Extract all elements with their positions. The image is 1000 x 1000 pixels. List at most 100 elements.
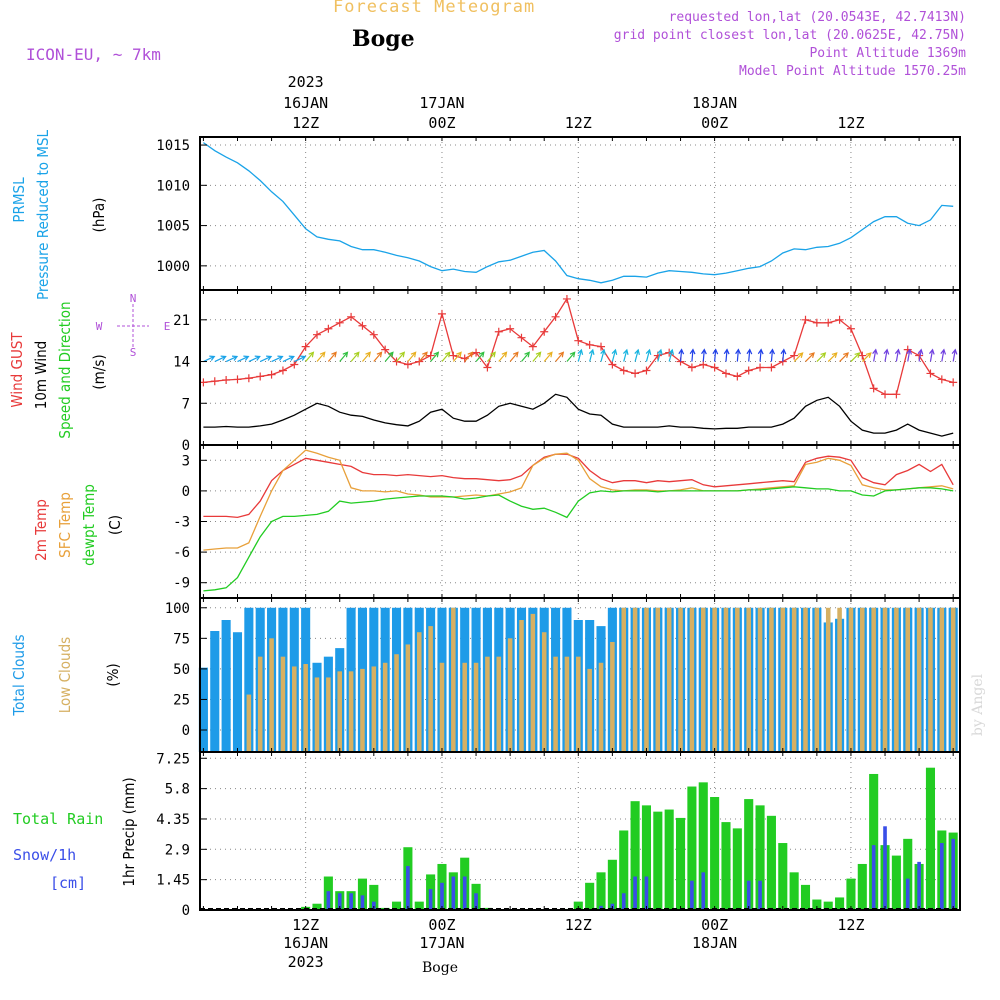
low-cloud-bar <box>576 656 581 752</box>
wind-arrow-head <box>797 352 804 359</box>
temp-y-tick-label: 3 <box>182 453 190 469</box>
low-cloud-bar <box>257 656 263 752</box>
wind-speed-line <box>203 393 954 437</box>
low-cloud-bar <box>326 677 331 752</box>
gust-marker <box>403 360 412 369</box>
low-cloud-bar <box>416 632 422 752</box>
clouds-y-tick-label: 75 <box>173 631 190 647</box>
wind-direction-arrow <box>941 349 945 362</box>
data-lines <box>199 142 958 592</box>
clouds-unit: (%) <box>104 663 122 686</box>
wind-direction-arrow <box>225 355 238 363</box>
gust-marker <box>619 366 628 375</box>
wind-direction-arrow <box>907 349 911 362</box>
wind-arrow-head <box>917 348 924 355</box>
wind-arrow-head <box>209 355 216 361</box>
rain-bar <box>573 901 583 910</box>
total-cloud-bar <box>198 667 208 752</box>
wind-direction-label: Speed and Direction <box>56 301 74 438</box>
low-cloud-bar <box>780 607 786 752</box>
precip-y-tick-label: 1.45 <box>156 873 190 889</box>
rain-bar <box>687 786 697 910</box>
wind-arrow-head <box>422 351 428 358</box>
gust-marker <box>551 312 560 321</box>
snow-bar <box>746 880 751 910</box>
wind-arrow-head <box>231 355 239 361</box>
low-cloud-bar <box>700 607 706 752</box>
wind-arrow-head <box>940 348 947 355</box>
wind-arrow-head <box>634 348 640 355</box>
snow-bar <box>462 876 467 910</box>
wind-arrow-head <box>689 348 696 355</box>
wind-arrow-head <box>220 355 227 361</box>
wind-arrow-head <box>558 351 565 358</box>
low-cloud-bar <box>371 666 377 752</box>
rain-bar <box>812 899 822 910</box>
snow-bar <box>644 876 649 910</box>
gust-marker <box>790 351 799 360</box>
rain-bar <box>925 767 936 910</box>
gust-marker <box>756 363 765 372</box>
gust-marker <box>210 377 219 386</box>
top-time-label: 12Z <box>565 114 592 132</box>
wind-arrow-head <box>831 352 838 359</box>
rain-bar <box>630 801 640 910</box>
wind-arrow-head <box>906 348 912 355</box>
wind-arrow-head <box>854 352 861 359</box>
wind-direction-arrow <box>623 349 628 362</box>
wind-direction-arrow <box>600 349 605 362</box>
compass-w: W <box>96 320 103 333</box>
temp-2m-label: 2m Temp <box>32 499 50 561</box>
gust-marker <box>278 366 287 375</box>
wind-arrow-head <box>277 355 284 361</box>
wind-direction-arrow <box>918 349 922 362</box>
low-cloud-bar <box>541 632 547 752</box>
pressure-panel-frame <box>199 136 961 291</box>
low-cloud-bar <box>280 656 286 752</box>
wind-arrow-head <box>399 351 406 358</box>
pressure-y-tick-label: 1005 <box>156 219 190 235</box>
gust-marker <box>324 324 333 333</box>
wind-direction-arrow <box>566 351 576 362</box>
wind-arrow-head <box>757 348 764 355</box>
wind-arrow-head <box>769 348 776 355</box>
rain-bar <box>732 828 742 910</box>
wind-direction-arrow <box>929 349 934 362</box>
wind-arrow-head <box>308 351 315 358</box>
wind-direction-arrow <box>384 351 394 362</box>
low-cloud-bar <box>610 642 615 752</box>
rain-bar <box>391 901 402 910</box>
compass-e: E <box>164 320 171 333</box>
pressure-label-short: PRMSL <box>10 177 28 223</box>
rain-bar <box>698 782 708 910</box>
wind-arrow-head <box>894 348 901 355</box>
axis-labels: 1000100510101015071421-9-6-3030255075100… <box>156 73 864 971</box>
snow-bar <box>360 895 365 910</box>
rain-bar <box>823 901 833 910</box>
low-cloud-bar <box>882 607 888 752</box>
wind-direction-arrow <box>396 351 405 362</box>
dewpt-label: dewpt Temp <box>80 484 98 566</box>
wind-arrow-head <box>780 348 787 355</box>
wind-arrow-head <box>569 351 576 358</box>
wind-arrow-head <box>872 348 878 355</box>
wind-arrow-head <box>622 348 629 355</box>
snow-bar <box>621 893 626 910</box>
snow-unit-label: [cm] <box>50 874 86 892</box>
rain-bar <box>869 773 879 910</box>
gust-marker <box>426 351 435 360</box>
rain-bar <box>778 843 788 910</box>
wind-direction-arrow <box>589 349 594 362</box>
wind-direction-arrow <box>259 355 272 363</box>
wind-arrow-head <box>735 348 741 355</box>
wind-arrow-head <box>319 351 326 358</box>
low-cloud-bar <box>791 607 797 752</box>
snow-bar <box>690 880 694 910</box>
rain-bar <box>846 878 856 910</box>
wind-arrow-head <box>668 348 675 355</box>
gust-marker <box>506 324 515 333</box>
wind-direction-arrow <box>441 351 451 362</box>
wind-direction-arrow <box>770 349 774 362</box>
precip-panel-frame <box>199 751 961 911</box>
watermark: by Angel <box>970 673 986 736</box>
